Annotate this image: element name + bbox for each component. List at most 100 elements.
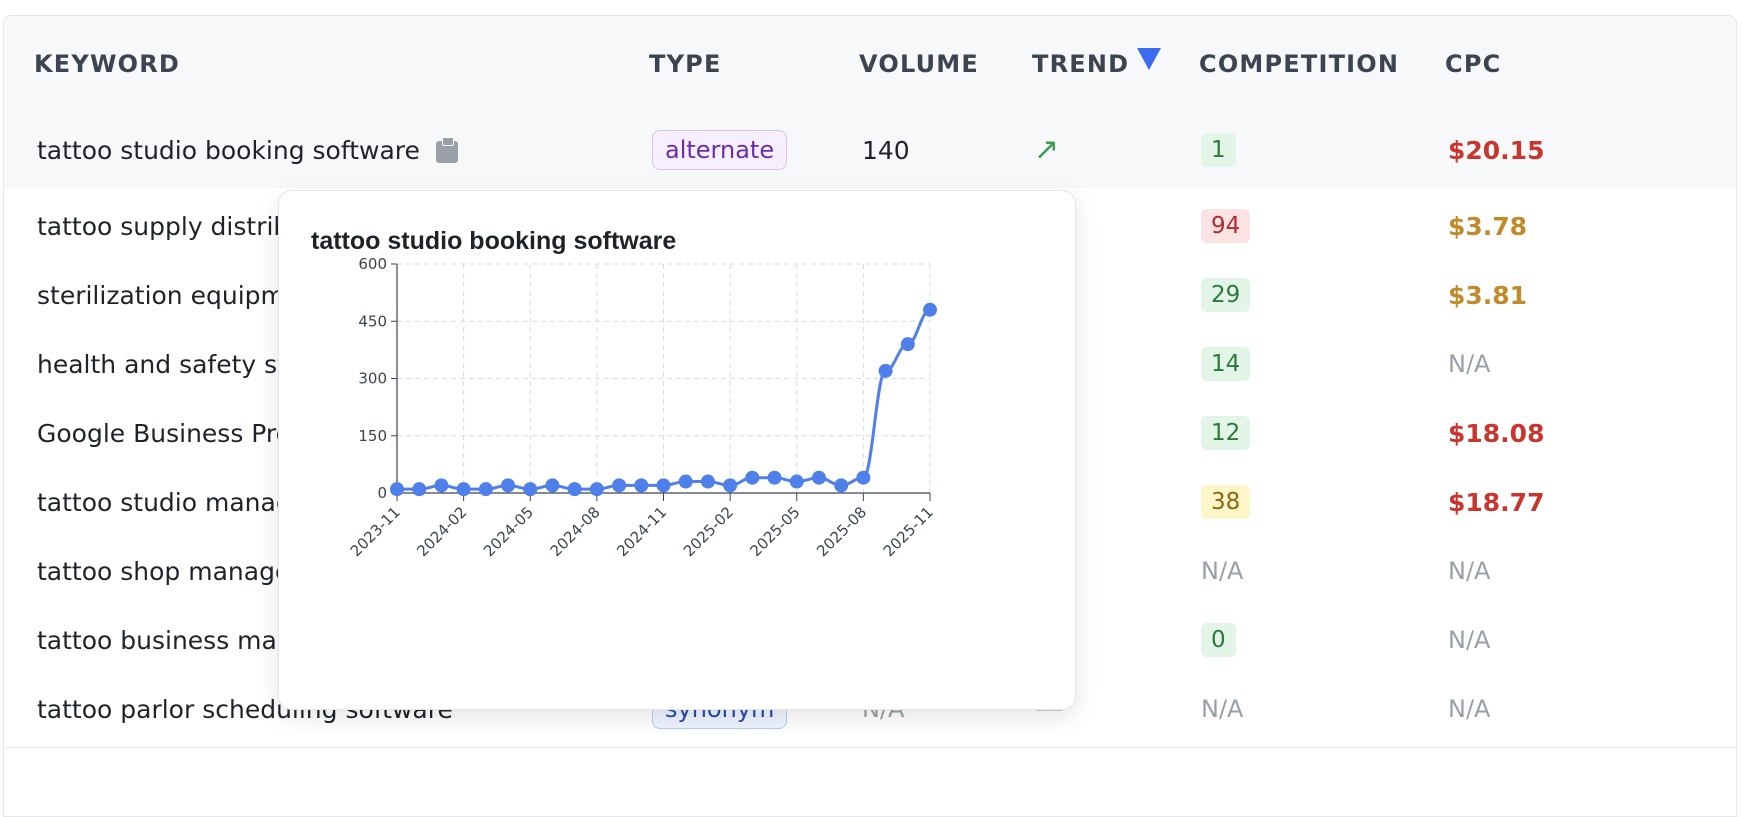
keyword-text: tattoo studio manage xyxy=(37,487,308,517)
x-tick-label: 2024-11 xyxy=(613,503,670,560)
competition-badge: 38 xyxy=(1201,485,1251,519)
y-tick-label: 0 xyxy=(377,484,387,502)
competition-cell: 38 xyxy=(1201,464,1251,540)
keyword-text: tattoo supply distribu xyxy=(37,211,306,241)
cpc-cell: $18.77 xyxy=(1448,487,1545,517)
keyword-cell: Google Business Prof xyxy=(37,395,300,471)
x-tick-label: 2025-08 xyxy=(813,503,870,560)
keyword-cell: tattoo studio manage xyxy=(37,464,307,540)
data-point[interactable] xyxy=(856,470,871,485)
cpc-cell: N/A xyxy=(1448,350,1491,378)
y-tick-label: 300 xyxy=(358,370,387,388)
type-badge: alternate xyxy=(652,130,788,170)
x-tick-label: 2023-11 xyxy=(347,503,404,560)
competition-cell: N/A xyxy=(1201,671,1243,747)
data-point[interactable] xyxy=(723,478,738,493)
data-point[interactable] xyxy=(390,482,404,497)
competition-cell: 14 xyxy=(1201,326,1251,402)
y-tick-label: 150 xyxy=(358,427,387,445)
volume-cell: 140 xyxy=(862,135,910,165)
competition-cell: 29 xyxy=(1201,257,1251,333)
y-tick-label: 450 xyxy=(358,312,387,330)
competition-cell: 94 xyxy=(1201,188,1251,264)
data-point[interactable] xyxy=(567,482,582,497)
column-header-trend[interactable]: TREND xyxy=(1032,16,1162,112)
data-point[interactable] xyxy=(700,474,715,489)
competition-cell: N/A xyxy=(1201,533,1243,609)
x-tick-label: 2025-05 xyxy=(747,503,804,560)
keyword-text: sterilization equipme xyxy=(37,280,301,310)
data-point[interactable] xyxy=(745,470,760,485)
competition-badge: N/A xyxy=(1201,557,1244,585)
data-point[interactable] xyxy=(412,482,427,497)
keyword-cell: tattoo shop manager xyxy=(37,533,301,609)
competition-cell: 12 xyxy=(1201,395,1251,471)
data-point[interactable] xyxy=(878,363,893,378)
keyword-cell: tattoo supply distribu xyxy=(37,188,305,264)
competition-badge: 29 xyxy=(1201,278,1251,312)
data-point[interactable] xyxy=(789,474,804,489)
column-header-cpc[interactable]: CPC xyxy=(1445,50,1502,78)
keyword-text: tattoo business mana xyxy=(37,625,309,655)
keyword-cell: health and safety sta xyxy=(37,326,302,402)
column-header-volume[interactable]: VOLUME xyxy=(859,50,979,78)
clipboard-icon[interactable] xyxy=(435,137,458,163)
keyword-cell: tattoo studio booking software xyxy=(37,112,458,188)
cpc-cell: N/A xyxy=(1448,557,1491,585)
trend-line-chart: 0 150 300 450 600 2023-11 2024-02 2024-05 2024-0… xyxy=(347,255,937,560)
tooltip-title: tattoo studio booking software xyxy=(311,227,677,255)
trend-cell: ↗ xyxy=(1034,112,1059,188)
triangle-down-icon[interactable] xyxy=(1137,48,1162,70)
data-point[interactable] xyxy=(434,478,449,493)
data-point[interactable] xyxy=(612,478,627,493)
data-point[interactable] xyxy=(834,478,849,493)
column-header-competition[interactable]: COMPETITION xyxy=(1199,50,1400,78)
type-cell: alternate xyxy=(652,112,788,188)
table-row[interactable]: tattoo studio booking software alternate 1… xyxy=(4,112,1736,189)
x-tick-label: 2025-11 xyxy=(880,503,937,560)
x-tick-label: 2024-08 xyxy=(547,503,604,560)
data-point[interactable] xyxy=(478,482,493,497)
data-point[interactable] xyxy=(678,474,693,489)
cpc-cell: $20.15 xyxy=(1448,135,1545,165)
x-tick-label: 2025-02 xyxy=(680,503,737,560)
competition-cell: 1 xyxy=(1201,112,1236,188)
data-point[interactable] xyxy=(923,302,937,317)
keyword-text: tattoo studio booking software xyxy=(37,135,420,165)
cpc-cell: N/A xyxy=(1448,695,1491,723)
data-point[interactable] xyxy=(589,482,604,497)
arrow-up-right-icon: ↗ xyxy=(1034,132,1060,167)
data-point[interactable] xyxy=(656,478,671,493)
x-tick-label: 2024-02 xyxy=(413,503,470,560)
data-point[interactable] xyxy=(900,337,915,352)
competition-badge: N/A xyxy=(1201,695,1244,723)
column-header-type[interactable]: TYPE xyxy=(649,50,722,78)
competition-cell: 0 xyxy=(1201,602,1236,678)
cpc-cell: $18.08 xyxy=(1448,418,1545,448)
column-header-keyword[interactable]: KEYWORD xyxy=(34,50,181,78)
competition-badge: 94 xyxy=(1201,209,1251,243)
x-tick-label: 2024-05 xyxy=(480,503,537,560)
competition-badge: 1 xyxy=(1201,133,1236,167)
data-point[interactable] xyxy=(456,482,471,497)
keyword-cell: tattoo business mana xyxy=(37,602,308,678)
competition-badge: 14 xyxy=(1201,347,1251,381)
data-point[interactable] xyxy=(545,478,560,493)
keyword-text: Google Business Prof xyxy=(37,418,300,448)
keyword-text: tattoo shop manager xyxy=(37,556,301,586)
trend-tooltip: tattoo studio booking software 0 150 300 45… xyxy=(278,190,1076,710)
competition-badge: 12 xyxy=(1201,416,1251,450)
column-header-trend-label: TREND xyxy=(1032,50,1130,78)
data-point[interactable] xyxy=(634,478,649,493)
keyword-text: health and safety sta xyxy=(37,349,303,379)
competition-badge: 0 xyxy=(1201,623,1236,657)
y-tick-label: 600 xyxy=(358,255,387,273)
cpc-cell: $3.81 xyxy=(1448,280,1528,310)
data-point[interactable] xyxy=(767,470,782,485)
data-point[interactable] xyxy=(523,482,538,497)
cpc-cell: $3.78 xyxy=(1448,211,1528,241)
data-point[interactable] xyxy=(811,470,826,485)
table-header: KEYWORD TYPE VOLUME TREND COMPETITION CP… xyxy=(4,16,1736,113)
cpc-cell: N/A xyxy=(1448,626,1491,654)
data-point[interactable] xyxy=(501,478,516,493)
